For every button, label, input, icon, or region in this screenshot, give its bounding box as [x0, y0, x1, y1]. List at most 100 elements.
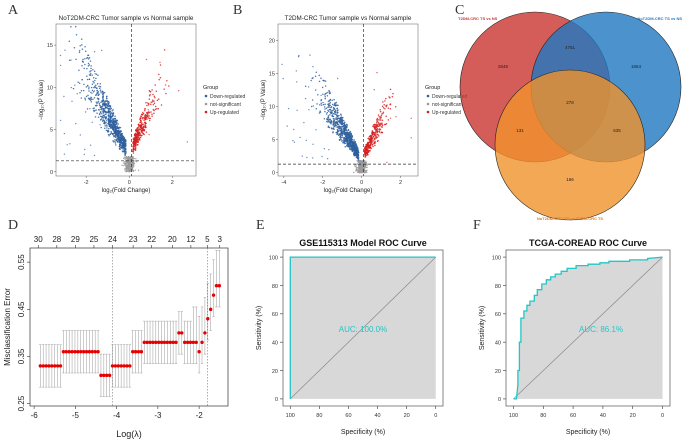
point-up: [372, 140, 374, 142]
point-up: [395, 116, 397, 118]
point-up: [376, 121, 378, 123]
x-axis: 100 80 60 40 20 0: [286, 406, 437, 419]
point-up: [150, 103, 152, 106]
point-down: [111, 113, 114, 115]
point-down: [100, 92, 102, 94]
point-up: [132, 145, 135, 147]
point-down: [112, 128, 114, 131]
point-down: [350, 145, 353, 147]
point-down: [93, 110, 95, 113]
point-up: [375, 122, 378, 124]
cv-point: [131, 350, 135, 354]
point-nonsig: [363, 165, 366, 168]
point-down: [341, 124, 343, 126]
point-down: [116, 133, 118, 135]
point-down: [342, 127, 345, 130]
point-up: [137, 137, 139, 139]
point-up: [139, 117, 142, 119]
point-down: [114, 140, 116, 143]
point-down: [337, 126, 340, 128]
point-down: [118, 147, 121, 150]
point-down: [328, 90, 330, 92]
point-down: [310, 105, 313, 108]
y-axis: 0 5 10 15: [47, 43, 56, 176]
point-down: [338, 139, 341, 141]
point-up: [380, 114, 383, 117]
x-tick-label: -2: [196, 411, 204, 420]
point-down: [118, 141, 121, 144]
point-down: [89, 70, 91, 73]
point-down: [353, 139, 355, 141]
venn-set-label-compare: NoT2DM-CRC TS vs T2DM-CRC TS: [537, 216, 604, 221]
cv-point: [214, 284, 219, 288]
cv-point: [180, 331, 184, 335]
point-down: [350, 133, 352, 135]
point-down: [341, 116, 343, 118]
point-down: [102, 119, 104, 121]
point-down: [81, 79, 83, 81]
point-nonsig: [352, 171, 355, 174]
point-down: [296, 109, 298, 112]
point-down: [101, 116, 104, 119]
point-down: [77, 81, 79, 83]
point-down: [340, 135, 342, 137]
cv-point: [107, 373, 112, 378]
point-down: [345, 135, 348, 138]
point-down: [95, 94, 97, 96]
y-tick-label: 0: [272, 171, 275, 177]
point-down: [114, 136, 117, 139]
point-up: [133, 134, 136, 137]
x-tick-label: 40: [374, 413, 380, 419]
point-down: [93, 90, 96, 92]
point-down: [98, 113, 101, 116]
point-up: [154, 105, 157, 108]
y-tick-label: 20: [272, 369, 278, 375]
point-down: [118, 131, 120, 134]
point-nonsig: [361, 165, 363, 168]
point-up: [376, 136, 379, 138]
point-nonsig: [363, 167, 366, 170]
point-nonsig: [363, 169, 366, 172]
point-down: [90, 65, 92, 67]
point-down: [293, 141, 296, 143]
chart-title: TCGA-COREAD ROC Curve: [529, 238, 647, 248]
point-up: [378, 128, 380, 131]
point-down: [99, 82, 102, 85]
point-down: [329, 101, 332, 104]
point-down: [111, 121, 114, 124]
point-up: [374, 144, 376, 147]
point-down: [324, 96, 326, 98]
point-down: [307, 86, 310, 88]
point-down: [98, 85, 100, 88]
roc-curve: [289, 256, 436, 399]
point-nonsig: [121, 164, 123, 167]
x-axis-label: Specificity (%): [341, 429, 385, 436]
point-down: [328, 106, 330, 108]
point-nonsig: [131, 163, 134, 165]
point-up: [145, 58, 148, 61]
y-axis: 0 5 10 15 20: [269, 39, 278, 177]
point-down: [102, 117, 105, 119]
legend-label-down: Down-regulated: [210, 94, 246, 100]
point-up: [368, 149, 370, 152]
point-up: [144, 115, 147, 117]
point-down: [352, 145, 355, 147]
point-up: [142, 112, 145, 115]
point-down: [114, 124, 116, 127]
point-down: [327, 114, 330, 117]
point-down: [92, 69, 94, 71]
point-up: [156, 108, 158, 110]
point-up: [166, 79, 168, 82]
point-down: [118, 130, 121, 133]
point-down: [105, 116, 107, 119]
point-up: [366, 143, 368, 145]
cv-point: [177, 331, 181, 335]
point-down: [106, 125, 108, 127]
point-up: [134, 142, 137, 145]
point-down: [123, 140, 126, 143]
point-down: [343, 123, 346, 125]
x-tick-label: -6: [31, 411, 39, 420]
point-down: [333, 128, 335, 130]
point-up: [154, 97, 156, 99]
point-up: [134, 136, 137, 139]
